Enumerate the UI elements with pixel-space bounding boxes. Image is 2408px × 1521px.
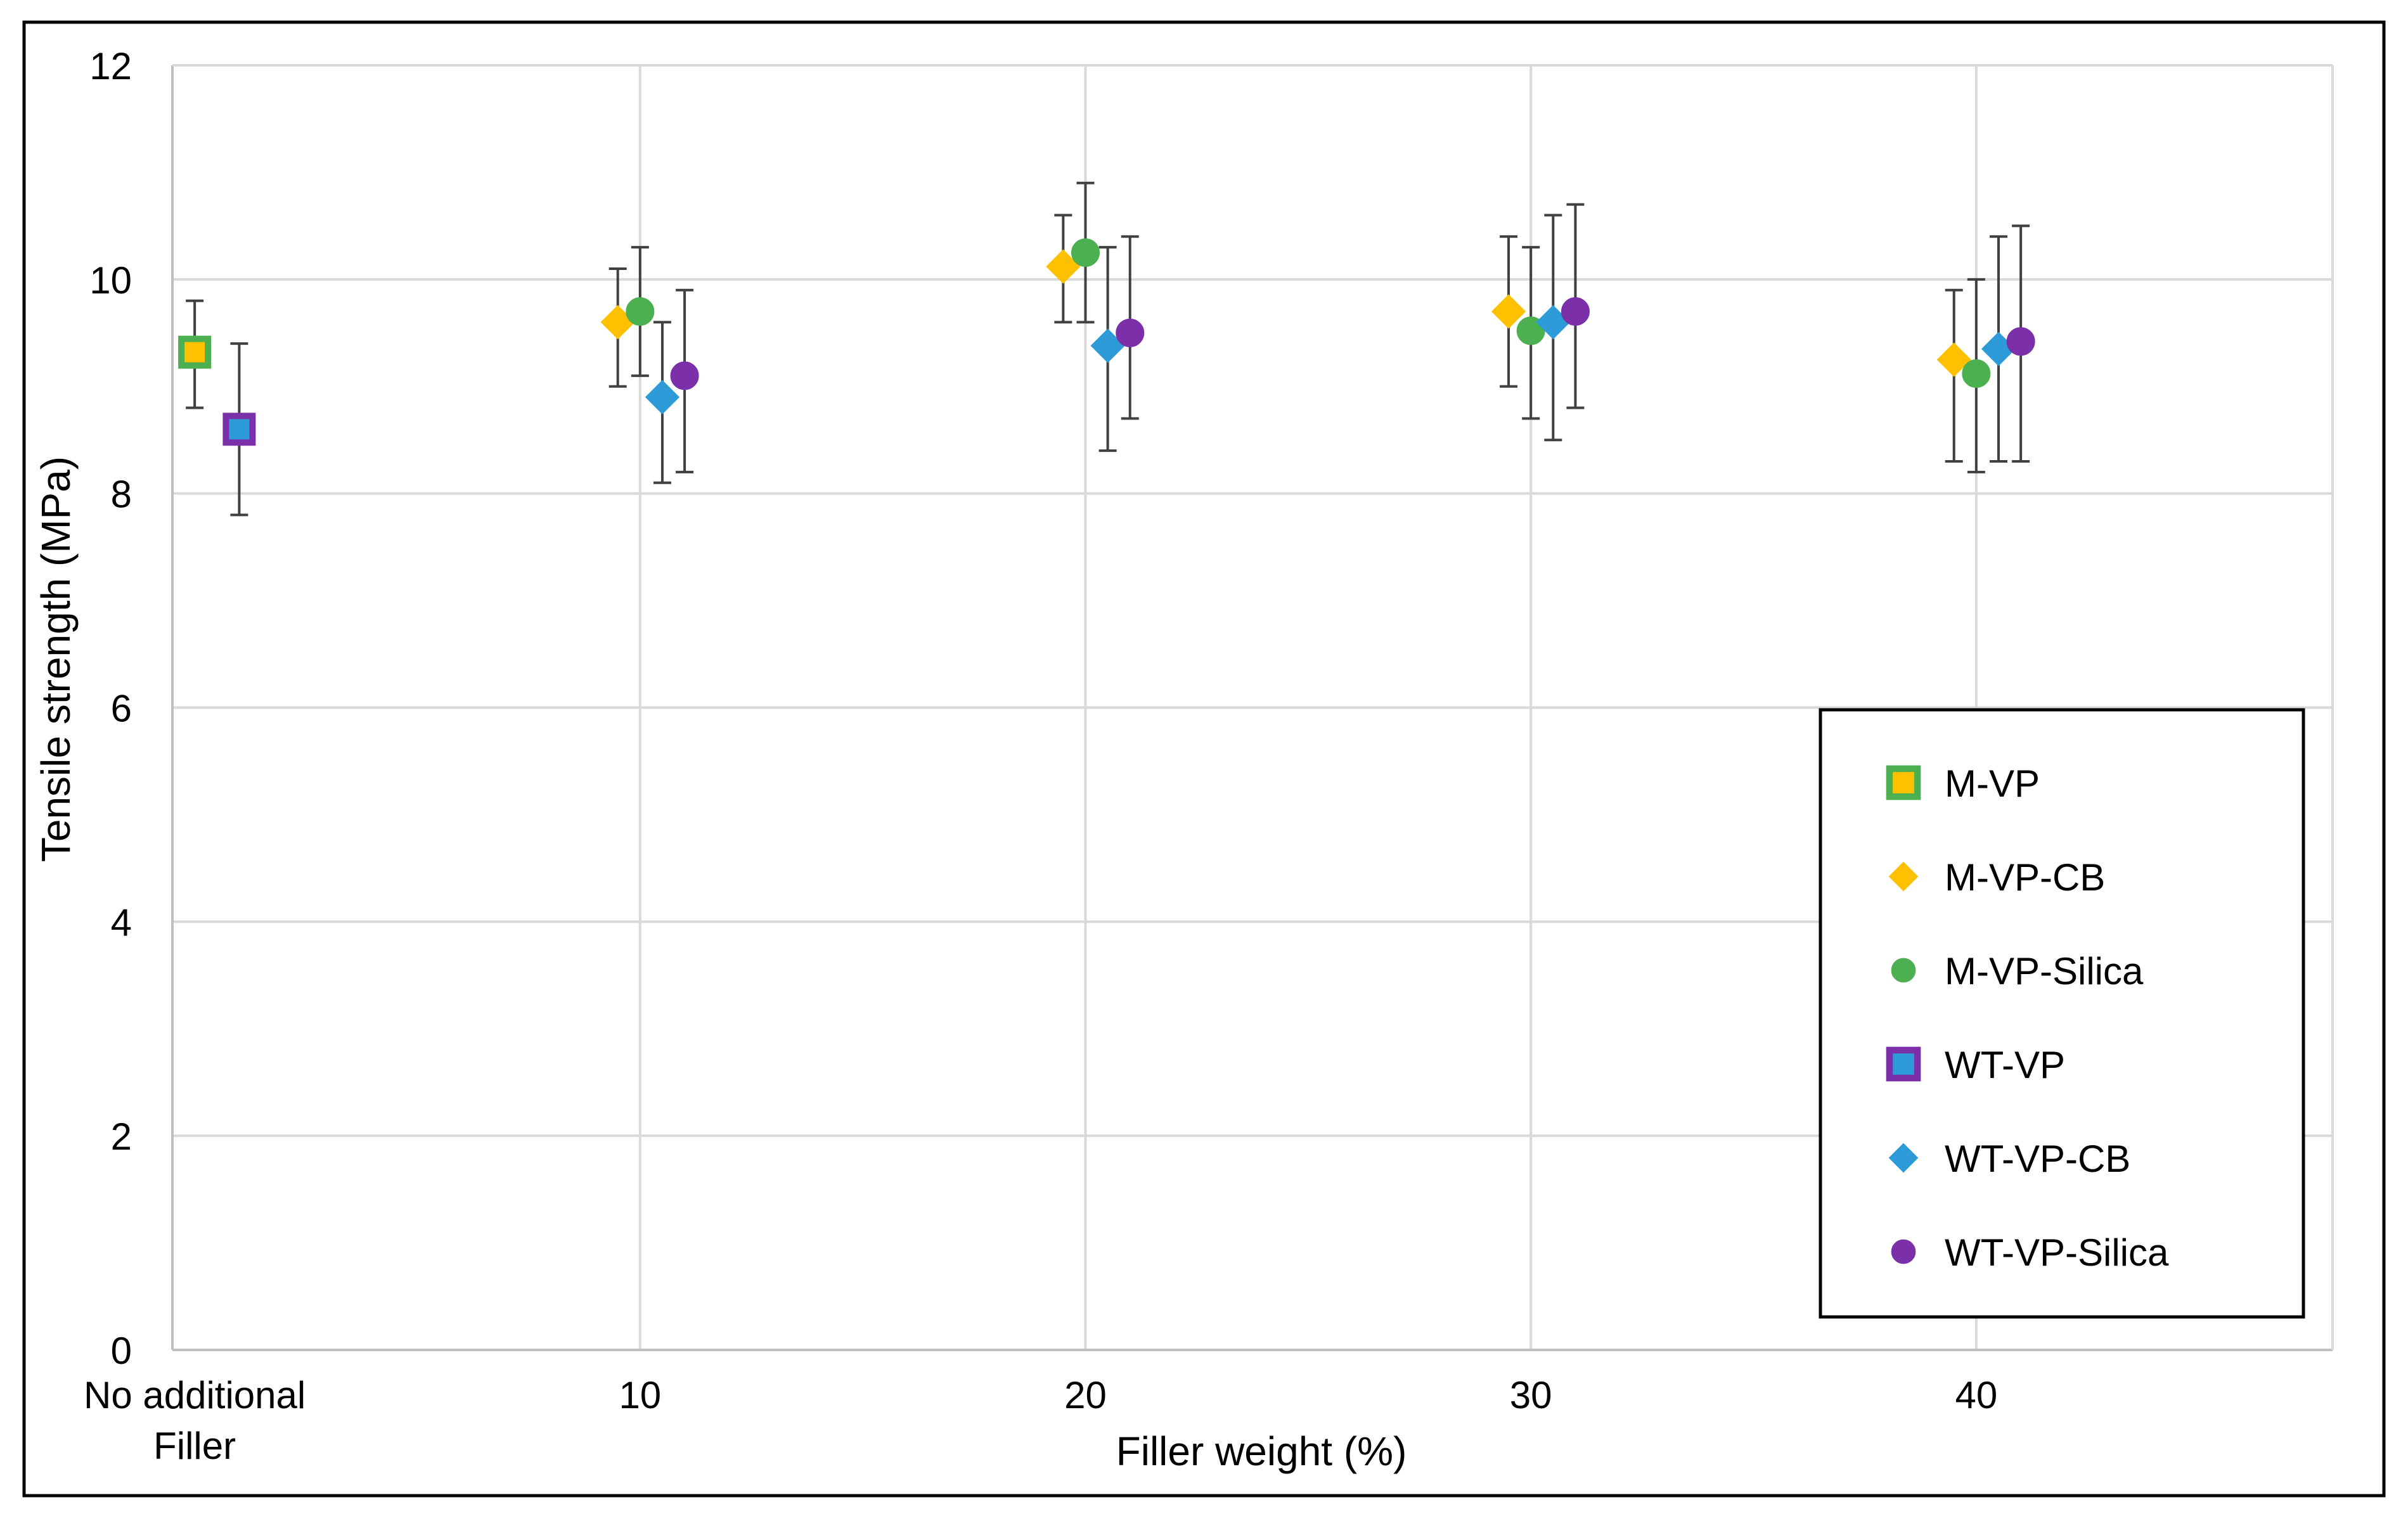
legend-label-wt-vp-cb: WT-VP-CB bbox=[1945, 1138, 2130, 1180]
legend-label-m-vp-silica: M-VP-Silica bbox=[1945, 950, 2144, 992]
x-tick-label: No additional Filler bbox=[84, 1374, 306, 1467]
x-tick-label: 10 bbox=[619, 1374, 661, 1416]
x-axis-title: Filler weight (%) bbox=[1116, 1428, 1407, 1474]
m-vp-silica-point bbox=[626, 297, 655, 326]
y-tick-label: 4 bbox=[111, 901, 132, 944]
x-tick-labels: No additional Filler 10 20 30 40 bbox=[84, 1374, 1997, 1467]
y-tick-labels: 0 2 4 6 8 10 12 bbox=[89, 45, 132, 1372]
legend-label-m-vp-cb: M-VP-CB bbox=[1945, 856, 2105, 899]
x-tick-label: 20 bbox=[1064, 1374, 1107, 1416]
m-vp-silica-point bbox=[1962, 359, 1991, 388]
m-vp-silica-point bbox=[1516, 316, 1545, 345]
wt-vp-point bbox=[222, 413, 256, 446]
m-vp-point bbox=[178, 335, 212, 369]
y-tick-label: 6 bbox=[111, 688, 132, 730]
legend-label-m-vp: M-VP bbox=[1945, 762, 2040, 805]
y-tick-label: 2 bbox=[111, 1115, 132, 1158]
legend-marker-wt-vp bbox=[1886, 1046, 1921, 1082]
y-tick-label: 10 bbox=[89, 259, 132, 302]
legend-marker-wt-vp-silica bbox=[1891, 1239, 1916, 1264]
wt-vp-silica-point bbox=[670, 361, 699, 390]
legend-box bbox=[1819, 708, 2305, 1319]
wt-vp-cb-point bbox=[645, 380, 680, 414]
y-tick-label: 8 bbox=[111, 473, 132, 516]
x-tick-label: 40 bbox=[1955, 1374, 1997, 1416]
y-tick-label: 12 bbox=[89, 45, 132, 87]
legend: M-VP M-VP-CB M-VP-Silica WT-VP WT-VP-CB WT-VP… bbox=[1819, 708, 2305, 1319]
wt-vp-silica-point bbox=[1116, 318, 1145, 347]
m-vp-silica-point bbox=[1071, 238, 1100, 267]
legend-marker-m-vp-cb bbox=[1888, 861, 1919, 892]
wt-vp-silica-point bbox=[1561, 297, 1590, 326]
legend-marker-m-vp bbox=[1886, 765, 1921, 800]
x-tick-label: 30 bbox=[1510, 1374, 1552, 1416]
m-vp-cb-point bbox=[1936, 342, 1971, 377]
m-vp-cb-point bbox=[1491, 294, 1526, 329]
legend-marker-wt-vp-cb bbox=[1888, 1143, 1919, 1173]
axes bbox=[171, 64, 2334, 1351]
legend-label-wt-vp: WT-VP bbox=[1945, 1044, 2065, 1086]
y-tick-label: 0 bbox=[111, 1330, 132, 1372]
wt-vp-silica-point bbox=[2006, 327, 2035, 356]
data-markers bbox=[178, 238, 2035, 446]
m-vp-cb-point bbox=[1046, 249, 1081, 284]
legend-marker-m-vp-silica bbox=[1891, 958, 1916, 983]
y-axis-title: Tensile strength (MPa) bbox=[33, 456, 79, 862]
legend-label-wt-vp-silica: WT-VP-Silica bbox=[1945, 1231, 2169, 1274]
